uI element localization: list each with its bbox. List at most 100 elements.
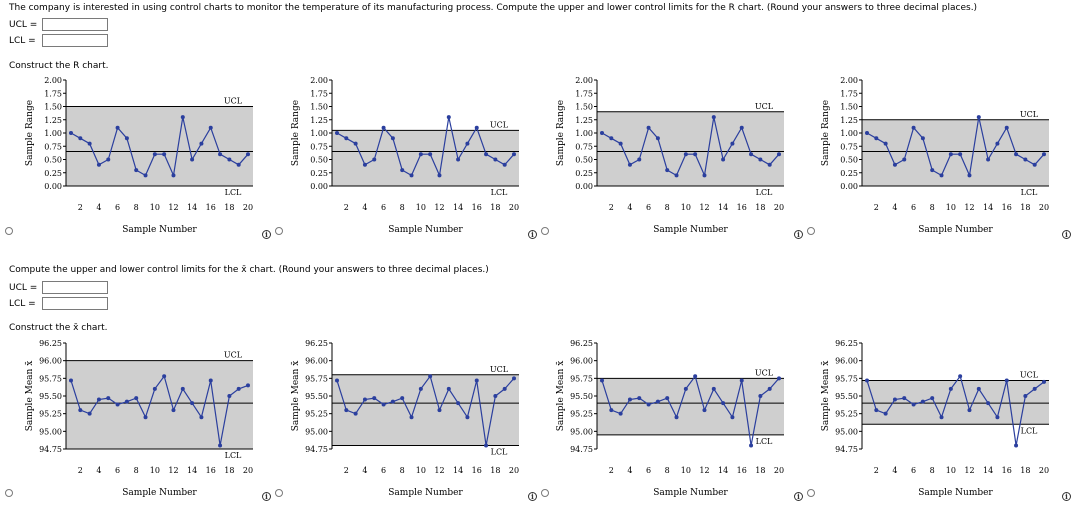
lcl-label: LCL bbox=[491, 447, 508, 456]
data-point bbox=[218, 443, 223, 448]
y-tick-label: 1.00 bbox=[840, 129, 858, 138]
data-point bbox=[96, 162, 101, 167]
y-tick-label: 0.00 bbox=[840, 182, 858, 191]
y-axis-label: Sample Mean x̄ bbox=[556, 361, 566, 432]
r-chart-option-2-radio[interactable] bbox=[275, 227, 283, 235]
y-tick-label: 96.00 bbox=[39, 357, 62, 366]
xbar-chart-option-3-radio[interactable] bbox=[541, 489, 549, 497]
data-point bbox=[335, 131, 339, 135]
x-tick-label: 14 bbox=[453, 466, 463, 475]
lcl-label: LCL bbox=[491, 188, 508, 197]
x-tick-label: 14 bbox=[718, 203, 728, 212]
x-tick-label: 4 bbox=[892, 203, 897, 212]
data-point bbox=[512, 376, 516, 381]
data-point bbox=[390, 136, 395, 141]
data-point bbox=[609, 408, 614, 413]
info-icon[interactable]: i bbox=[1062, 492, 1071, 501]
xbar-chart-option-1-radio[interactable] bbox=[5, 489, 13, 497]
x-tick-label: 6 bbox=[911, 203, 916, 212]
x-tick-label: 20 bbox=[774, 203, 784, 212]
lcl-label: LCL bbox=[225, 188, 242, 197]
ucl-label: UCL bbox=[224, 351, 243, 360]
x-tick-label: 14 bbox=[453, 203, 463, 212]
x-tick-label: 10 bbox=[416, 466, 426, 475]
y-tick-label: 95.50 bbox=[305, 392, 328, 401]
info-icon[interactable]: i bbox=[262, 230, 271, 239]
data-point bbox=[976, 115, 981, 120]
info-icon[interactable]: i bbox=[794, 230, 803, 239]
x-tick-label: 2 bbox=[78, 466, 83, 475]
lcl-r-input[interactable] bbox=[42, 34, 108, 47]
data-point bbox=[106, 157, 111, 162]
control-band bbox=[66, 360, 253, 449]
x-tick-label: 20 bbox=[774, 466, 784, 475]
data-point bbox=[69, 131, 73, 135]
data-point bbox=[227, 394, 232, 398]
xbar-chart-option-2-radio[interactable] bbox=[275, 489, 283, 497]
xbar-chart-option-4-radio[interactable] bbox=[807, 489, 815, 497]
y-tick-label: 95.00 bbox=[305, 427, 328, 436]
control-band bbox=[597, 378, 784, 435]
data-point bbox=[986, 157, 991, 162]
y-tick-label: 0.75 bbox=[840, 142, 858, 151]
data-point bbox=[865, 378, 869, 383]
question-xbar-prompt: Compute the upper and lower control limi… bbox=[9, 265, 489, 275]
x-tick-label: 12 bbox=[434, 203, 444, 212]
data-point bbox=[958, 152, 963, 157]
y-axis-label: Sample Mean x̄ bbox=[25, 361, 35, 432]
data-point bbox=[208, 378, 213, 383]
r-chart-option-3-radio[interactable] bbox=[541, 227, 549, 235]
x-tick-label: 20 bbox=[1039, 203, 1049, 212]
data-point bbox=[381, 402, 386, 407]
y-tick-label: 0.75 bbox=[44, 142, 62, 151]
x-tick-label: 16 bbox=[737, 466, 747, 475]
data-point bbox=[892, 397, 897, 402]
data-point bbox=[1014, 443, 1019, 448]
x-tick-label: 16 bbox=[472, 203, 482, 212]
data-point bbox=[418, 152, 423, 157]
data-point bbox=[702, 173, 707, 178]
data-point bbox=[236, 386, 241, 391]
ucl-r-input[interactable] bbox=[42, 18, 108, 31]
y-tick-label: 1.00 bbox=[575, 129, 593, 138]
data-point bbox=[646, 125, 651, 130]
info-icon[interactable]: i bbox=[528, 230, 537, 239]
data-point bbox=[171, 173, 176, 178]
x-tick-label: 16 bbox=[737, 203, 747, 212]
x-tick-label: 18 bbox=[224, 466, 234, 475]
info-icon[interactable]: i bbox=[262, 492, 271, 501]
x-tick-label: 20 bbox=[243, 466, 253, 475]
data-point bbox=[693, 152, 698, 157]
x-tick-label: 2 bbox=[78, 203, 83, 212]
data-point bbox=[758, 157, 763, 162]
r-chart-option-4-radio[interactable] bbox=[807, 227, 815, 235]
info-icon[interactable]: i bbox=[1062, 230, 1071, 239]
x-tick-label: 16 bbox=[206, 203, 216, 212]
data-point bbox=[665, 396, 670, 401]
info-icon[interactable]: i bbox=[794, 492, 803, 501]
y-axis-label: Sample Range bbox=[25, 100, 35, 166]
data-point bbox=[995, 141, 1000, 146]
x-tick-label: 12 bbox=[699, 203, 709, 212]
data-point bbox=[87, 411, 92, 416]
data-point bbox=[911, 402, 916, 407]
x-tick-label: 14 bbox=[187, 466, 197, 475]
x-tick-label: 18 bbox=[755, 203, 765, 212]
data-point bbox=[758, 394, 763, 398]
info-icon[interactable]: i bbox=[528, 492, 537, 501]
x-tick-label: 6 bbox=[646, 466, 651, 475]
y-tick-label: 95.25 bbox=[39, 410, 62, 419]
x-tick-label: 2 bbox=[874, 466, 879, 475]
ucl-xbar-input[interactable] bbox=[42, 281, 108, 294]
lcl-xbar-input[interactable] bbox=[42, 297, 108, 310]
x-tick-label: 20 bbox=[243, 203, 253, 212]
r-chart-option-1-radio[interactable] bbox=[5, 227, 13, 235]
data-point bbox=[749, 443, 754, 448]
data-point bbox=[739, 378, 744, 383]
y-tick-label: 95.75 bbox=[39, 374, 62, 383]
data-point bbox=[874, 136, 879, 141]
data-point bbox=[777, 376, 781, 381]
data-point bbox=[190, 157, 195, 162]
ucl-label: UCL bbox=[755, 102, 774, 111]
data-point bbox=[902, 396, 907, 401]
